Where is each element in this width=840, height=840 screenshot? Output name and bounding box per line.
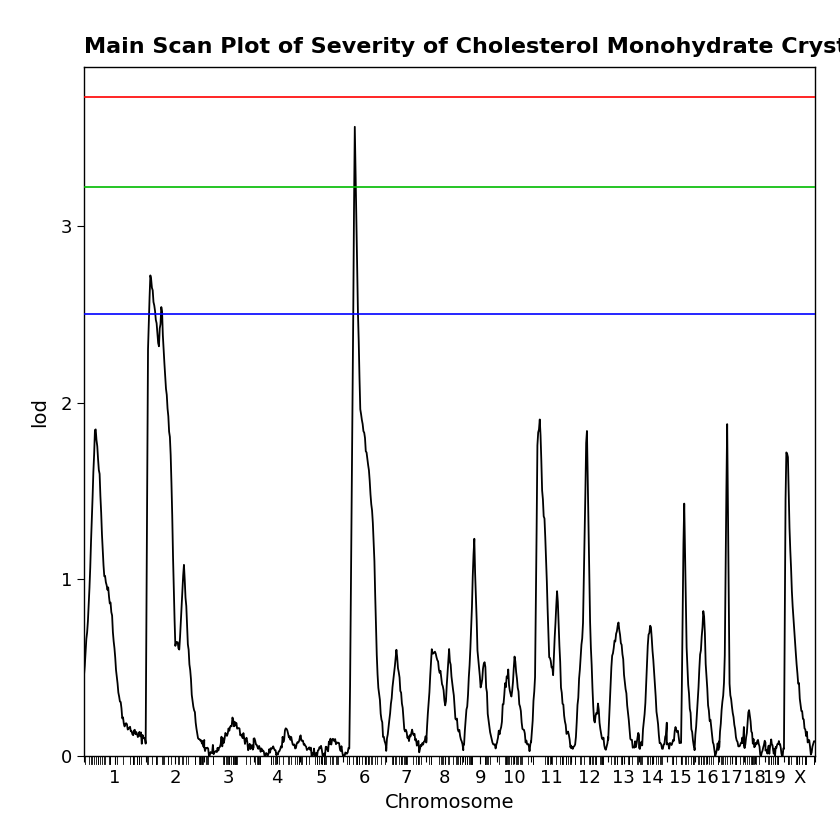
- Text: Main Scan Plot of Severity of Cholesterol Monohydrate Crystals, aggregates: Main Scan Plot of Severity of Cholestero…: [84, 37, 840, 57]
- Y-axis label: lod: lod: [30, 396, 50, 427]
- X-axis label: Chromosome: Chromosome: [385, 793, 514, 811]
